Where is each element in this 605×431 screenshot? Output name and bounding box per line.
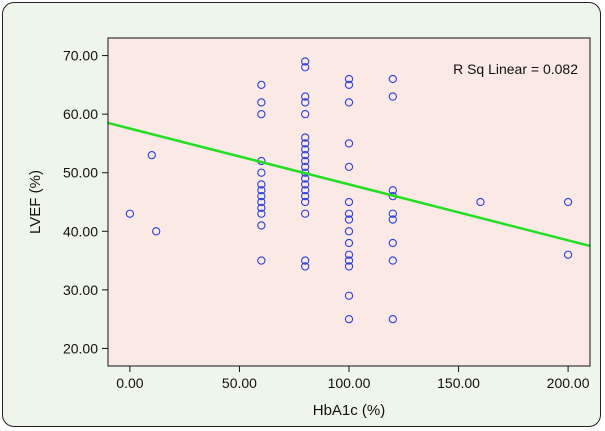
y-axis-label: LVEF (%) [27,170,44,234]
y-tick-labels: 20.00 30.00 40.00 50.00 60.00 70.00 [63,48,98,357]
data-point [257,209,266,218]
x-tick-label: 50.00 [222,375,257,391]
plot-area [108,38,590,366]
data-point [344,250,354,259]
data-point [301,174,310,183]
data-point [301,191,310,201]
data-point [344,227,354,236]
data-point [152,227,161,236]
data-point [344,256,354,265]
data-point [388,209,397,218]
data-point [301,57,310,66]
data-point [344,238,354,248]
data-point [257,197,266,207]
data-point [344,74,354,84]
y-tick-label: 50.00 [63,165,98,181]
data-point [344,262,354,271]
plot-border [107,37,591,367]
data-point [301,133,310,142]
data-point [301,63,310,72]
data-points [125,57,573,324]
data-point [301,162,310,172]
data-point [344,98,354,107]
x-tick-labels: 0.00 50.00 100.00 150.00 200.00 [116,375,589,391]
data-point [344,80,354,90]
x-tick-label: 200.00 [547,375,590,391]
data-point [301,156,310,166]
data-point [257,221,266,230]
data-point [257,191,266,201]
data-point [388,74,397,84]
data-point [301,145,310,154]
data-point [563,197,573,207]
data-point [344,215,354,224]
data-point [344,209,354,218]
data-point [147,150,156,160]
data-point [125,209,135,218]
data-point [388,215,397,224]
data-point [344,139,354,148]
data-point [301,180,310,189]
x-tick-label: 0.00 [116,375,143,391]
x-tick-label: 100.00 [328,375,371,391]
data-point [388,92,397,101]
data-point [257,109,266,119]
y-tick-label: 30.00 [63,282,98,298]
x-axis-label: HbA1c (%) [313,402,386,419]
data-point [301,197,310,207]
data-point [344,162,354,172]
data-point [388,256,397,265]
data-point [301,209,310,218]
data-point [301,109,310,119]
data-point [388,238,397,248]
data-point [388,186,397,195]
data-point [344,197,354,207]
r-squared-annotation: R Sq Linear = 0.082 [453,61,578,77]
data-point [301,262,310,271]
y-tick-label: 40.00 [63,223,98,239]
data-point [257,80,266,90]
y-tick-label: 20.00 [63,340,98,356]
data-point [257,98,266,107]
data-point [344,291,354,300]
data-point [476,197,485,207]
regression-line [107,121,591,248]
data-point [257,256,266,265]
data-point [388,314,397,324]
data-point [344,314,354,324]
data-point [301,256,310,265]
data-point [563,250,573,259]
y-tick-label: 60.00 [63,106,98,122]
data-point [301,150,310,160]
data-point [257,168,266,177]
x-tick-label: 150.00 [437,375,480,391]
data-point [301,139,310,148]
axis-ticks [102,55,569,372]
data-point [301,98,310,107]
data-point [301,186,310,195]
data-point [257,203,266,213]
data-point [257,180,266,189]
y-tick-label: 70.00 [63,48,98,64]
data-point [301,92,310,101]
data-point [257,186,266,195]
